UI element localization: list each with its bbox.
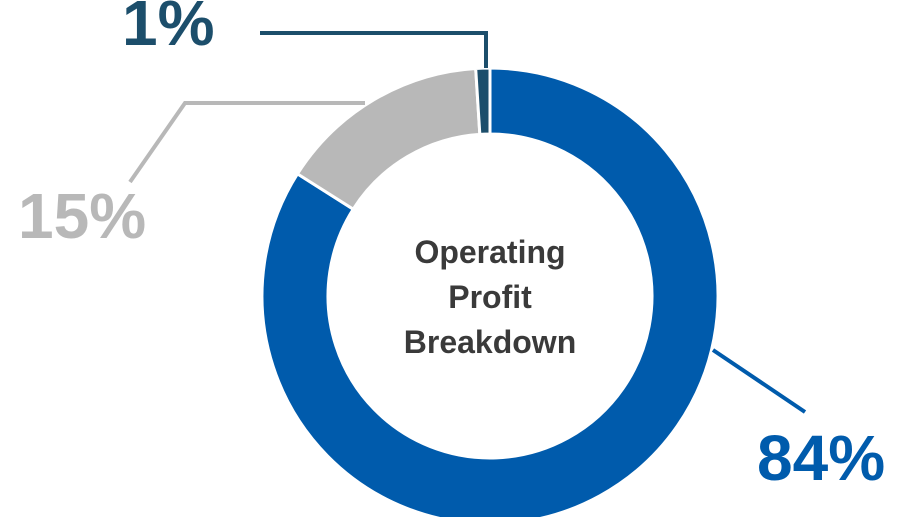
leader-line [711, 348, 807, 414]
chart-title: Operating Profit Breakdown [403, 234, 577, 360]
donut-slice [260, 66, 720, 517]
donut-slice [295, 66, 482, 212]
value-label: 15% [18, 180, 146, 252]
leader-line [260, 31, 488, 68]
donut-slice [474, 66, 492, 136]
value-label: 1% [122, 0, 215, 59]
leader-line [128, 101, 365, 184]
value-label: 84% [757, 422, 885, 494]
